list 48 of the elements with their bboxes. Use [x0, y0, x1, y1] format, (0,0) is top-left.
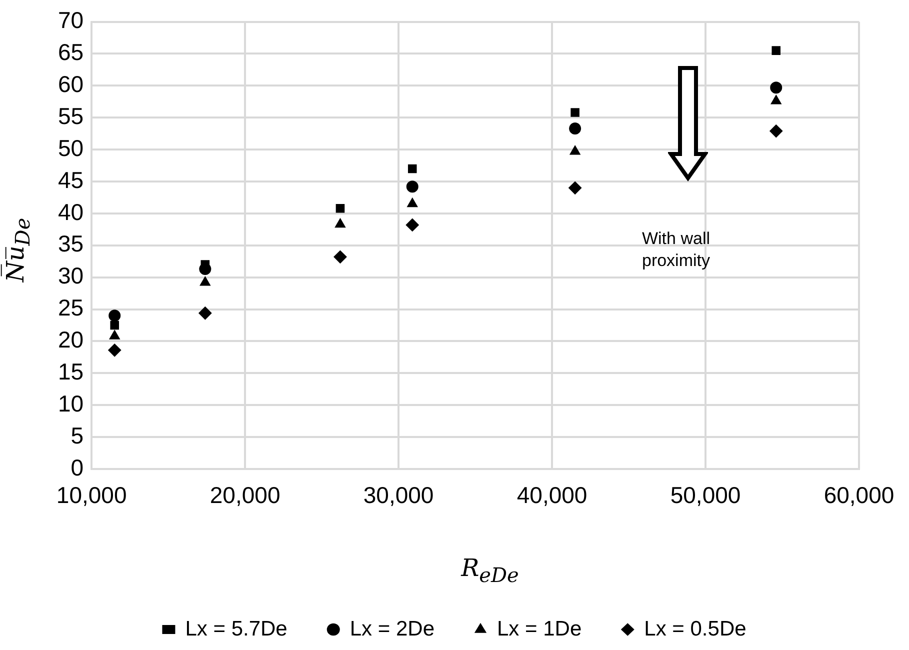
point — [406, 218, 419, 232]
point — [108, 344, 122, 357]
x-tick-label: 20,000 — [210, 482, 280, 508]
point — [334, 250, 347, 264]
x-tick-label: 50,000 — [670, 482, 741, 508]
y-tick-label: 0 — [70, 454, 84, 480]
point — [334, 218, 346, 228]
point — [770, 82, 782, 94]
y-tick-label: 70 — [58, 7, 84, 34]
point — [569, 122, 582, 134]
point — [770, 95, 782, 104]
x-tick-label: 30,000 — [363, 482, 434, 508]
point — [406, 180, 418, 193]
legend-label: Lx = 5.7De — [185, 617, 288, 640]
point — [110, 320, 119, 330]
point — [770, 124, 783, 138]
y-tick-label: 35 — [58, 230, 84, 257]
legend-label: Lx = 0.5De — [644, 617, 746, 640]
point — [408, 164, 417, 174]
point — [109, 330, 120, 340]
point — [568, 181, 582, 194]
point — [570, 108, 580, 117]
point — [772, 46, 781, 55]
annotation: With wall proximity — [640, 228, 711, 272]
x-tick-label: 60,000 — [824, 482, 894, 508]
y-tick-label: 5 — [70, 422, 84, 448]
point — [198, 306, 212, 320]
legend-label: Lx = 2De — [350, 617, 435, 640]
legend-label: Lx = 1De — [497, 617, 582, 640]
y-tick-label: 50 — [58, 134, 84, 161]
y-tick-label: 45 — [58, 166, 84, 193]
y-tick-label: 10 — [58, 390, 84, 416]
y-tick-label: 20 — [58, 326, 84, 353]
y-tick-label: 65 — [58, 39, 84, 66]
y-tick-label: 40 — [58, 198, 84, 225]
point — [570, 145, 580, 155]
y-tick-label: 60 — [58, 71, 84, 98]
y-tick-label: 15 — [58, 358, 84, 385]
point — [336, 204, 345, 213]
point — [407, 198, 418, 208]
y-tick-label: 25 — [58, 294, 84, 321]
x-tick-label: 40,000 — [516, 482, 588, 508]
y-tick-label: 55 — [58, 102, 84, 129]
point — [108, 310, 121, 322]
x-tick-label: 10,000 — [56, 482, 127, 508]
y-tick-label: 30 — [58, 262, 84, 289]
x-axis-title: R$_{eDe}$ — [461, 554, 519, 587]
point — [200, 276, 210, 286]
